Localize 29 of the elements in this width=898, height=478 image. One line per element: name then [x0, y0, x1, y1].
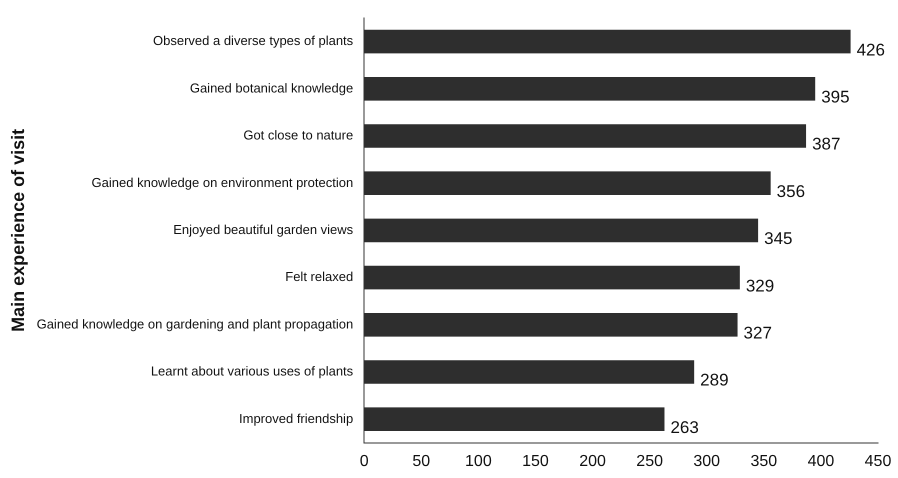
- data-label: 426: [856, 40, 885, 60]
- x-tick-label: 150: [522, 452, 549, 470]
- y-tick-label: Improved friendship: [239, 410, 354, 426]
- y-tick-label: Felt relaxed: [285, 269, 354, 284]
- y-tick-label: Observed a diverse types of plants: [153, 33, 354, 48]
- y-tick-label: Learnt about various uses of plants: [150, 364, 354, 379]
- data-label: 345: [764, 229, 792, 248]
- y-tick-label: Gained knowledge on gardening and plant propagation: [36, 316, 354, 332]
- x-tick-label: 250: [636, 452, 664, 470]
- data-label: 289: [700, 370, 729, 390]
- x-tick-label: 450: [864, 452, 892, 470]
- data-label: 329: [746, 276, 774, 296]
- y-tick-label: Gained botanical knowledge: [190, 80, 354, 96]
- data-label: 327: [744, 323, 772, 342]
- y-tick-label: Gained knowledge on environment protection: [92, 174, 354, 190]
- y-tick-label: Got close to nature: [243, 128, 354, 143]
- data-label: 395: [821, 87, 850, 106]
- x-tick-label: 100: [465, 452, 492, 470]
- y-axis-title: Main experience of visit: [8, 128, 28, 332]
- x-tick-label: 0: [360, 452, 369, 470]
- y-tick-label: Enjoyed beautiful garden views: [173, 222, 354, 237]
- data-label: 263: [670, 418, 699, 437]
- x-tick-label: 350: [750, 452, 778, 470]
- data-label: 387: [812, 134, 840, 154]
- x-tick-label: 50: [412, 452, 430, 470]
- x-tick-label: 400: [808, 452, 834, 470]
- x-tick-label: 200: [579, 452, 606, 470]
- x-tick-label: 300: [693, 452, 720, 470]
- data-label: 356: [776, 182, 806, 201]
